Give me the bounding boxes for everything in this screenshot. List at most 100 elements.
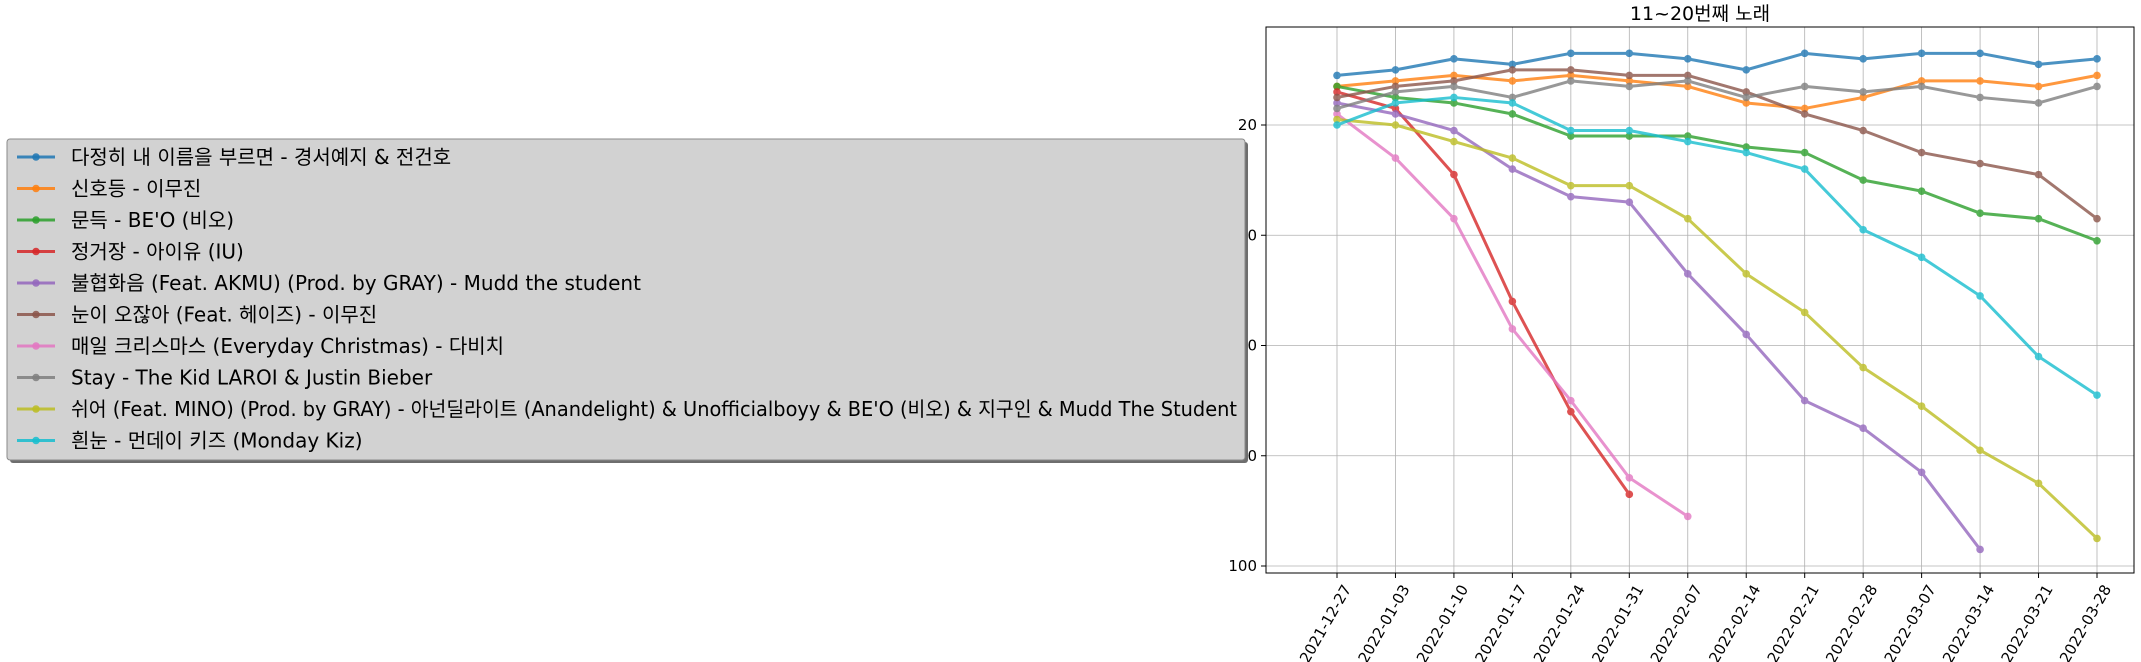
legend-label: 매일 크리스마스 (Everyday Christmas) - 다비치	[71, 334, 504, 358]
data-point	[1625, 126, 1634, 135]
data-point	[1333, 88, 1341, 96]
legend-label: Stay - The Kid LAROI & Justin Bieber	[71, 366, 433, 390]
data-point	[1391, 88, 1400, 96]
legend-entry: 문득 - BE'O (비오)	[17, 208, 234, 232]
plot-frame	[1265, 26, 2135, 574]
legend-entry: 정거장 - 아이유 (IU)	[17, 240, 244, 264]
legend-swatch-marker	[32, 153, 40, 161]
data-point	[1683, 55, 1692, 63]
data-point	[1917, 468, 1926, 477]
data-point	[2034, 479, 2043, 488]
data-point	[1976, 446, 1984, 455]
data-point	[1859, 176, 1867, 184]
data-point	[1508, 110, 1517, 118]
legend-label: 다정히 내 이름을 부르면 - 경서예지 & 전건호	[71, 145, 451, 169]
data-point	[1333, 71, 1341, 80]
data-point	[2034, 99, 2043, 107]
data-point	[1800, 148, 1809, 157]
data-point	[1683, 270, 1692, 278]
data-point	[1508, 99, 1517, 107]
data-point	[1917, 77, 1926, 85]
data-point	[1567, 181, 1575, 190]
data-point	[1567, 66, 1575, 74]
series-2	[1333, 82, 2101, 245]
data-point	[1391, 104, 1400, 113]
series-7	[1333, 77, 2101, 113]
series-line	[1336, 117, 2099, 540]
series-1	[1333, 71, 2101, 113]
data-point	[1508, 77, 1517, 85]
data-point	[1976, 49, 1984, 58]
data-point	[1976, 292, 1984, 300]
chart-title: 11~20번째 노래	[1630, 3, 1770, 25]
data-point	[1683, 214, 1692, 223]
series-line	[1336, 84, 2098, 243]
series-8	[1333, 115, 2101, 543]
data-point	[1625, 49, 1634, 58]
data-point	[2093, 214, 2101, 223]
data-point	[2034, 170, 2043, 179]
data-point	[1391, 99, 1400, 107]
legend-swatch-marker	[32, 216, 40, 224]
data-point	[1800, 104, 1809, 113]
data-point	[1800, 49, 1809, 58]
data-point	[1917, 187, 1926, 195]
x-tick-label: 2022-02-21	[1764, 582, 1823, 662]
data-point	[1742, 99, 1751, 107]
series-0	[1333, 49, 2101, 80]
data-point	[1683, 82, 1692, 91]
data-point	[2093, 55, 2101, 63]
series-line	[1336, 73, 2098, 110]
data-point	[1683, 132, 1692, 140]
data-point	[1391, 77, 1400, 85]
data-point	[1450, 93, 1458, 102]
data-point	[1391, 154, 1400, 162]
data-point	[1859, 93, 1867, 102]
data-point	[2093, 71, 2101, 80]
series-line	[1336, 101, 1982, 551]
data-point	[1508, 66, 1517, 74]
data-point	[2093, 236, 2101, 245]
data-point	[2034, 214, 2043, 223]
legend-entry: 불협화음 (Feat. AKMU) (Prod. by GRAY) - Mudd…	[17, 271, 641, 295]
x-tick-label: 2022-03-28	[2056, 582, 2115, 662]
data-point	[1742, 66, 1751, 74]
legend-label: 쉬어 (Feat. MINO) (Prod. by GRAY) - 아넌딜라이트…	[71, 397, 1237, 421]
data-point	[1859, 88, 1867, 96]
data-point	[1450, 71, 1458, 80]
series-4	[1333, 99, 1984, 554]
data-point	[1683, 137, 1692, 146]
legend-swatch-marker	[32, 373, 40, 382]
data-point	[1742, 270, 1751, 278]
data-point	[1567, 71, 1575, 80]
data-point	[1859, 55, 1867, 63]
data-point	[1391, 82, 1400, 91]
data-point	[1567, 49, 1575, 58]
data-point	[1917, 148, 1926, 157]
data-point	[1508, 60, 1517, 69]
data-point	[1450, 137, 1458, 146]
x-tick-label: 2021-12-27	[1296, 582, 1355, 662]
data-point	[1976, 209, 1984, 217]
data-point	[1800, 308, 1809, 317]
x-tick-label: 2022-01-31	[1588, 582, 1647, 662]
legend-swatch-marker	[32, 405, 40, 413]
data-point	[1391, 110, 1400, 118]
legend-entry: 매일 크리스마스 (Everyday Christmas) - 다비치	[17, 334, 504, 358]
data-point	[1450, 126, 1458, 135]
data-point	[1450, 77, 1458, 85]
x-tick-label: 2022-01-24	[1530, 582, 1589, 662]
data-point	[1976, 93, 1984, 102]
data-point	[1917, 49, 1926, 58]
data-point	[1800, 82, 1809, 91]
legend-entry: Stay - The Kid LAROI & Justin Bieber	[17, 366, 433, 390]
data-point	[1625, 71, 1634, 80]
legend-box	[6, 138, 1246, 461]
data-point	[1742, 148, 1751, 157]
legend-swatch-marker	[32, 310, 40, 319]
x-tick-label: 2022-03-14	[1939, 582, 1998, 662]
x-axis: 2021-12-27 2022-01-03 2022-01-10 2022-01-17…	[1296, 573, 2115, 662]
x-tick-label: 2022-01-17	[1471, 582, 1530, 662]
